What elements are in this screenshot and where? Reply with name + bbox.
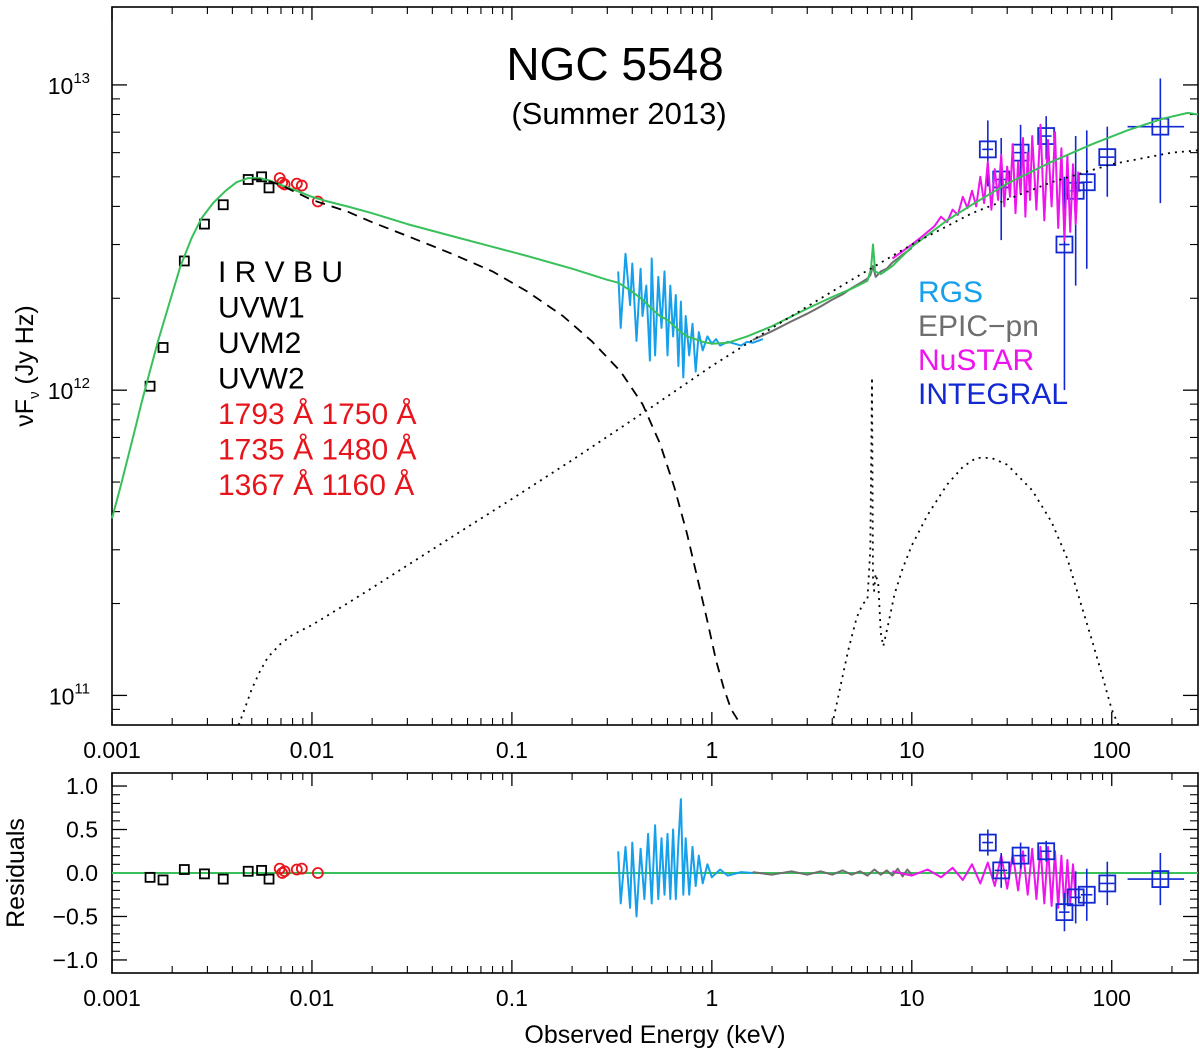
optical-uv-label: UVW1: [218, 292, 305, 325]
hst-cos-uv-point: [295, 862, 308, 875]
x-axis-label: Observed Energy (keV): [524, 1021, 785, 1049]
y-axis-label-bottom: Residuals: [2, 818, 30, 928]
total-model-line: [111, 111, 1199, 519]
soft-excess-disc-component-line: [251, 178, 743, 726]
instrument-legend-entry: RGS: [918, 276, 983, 309]
instrument-legend-entry: EPIC−pn: [918, 310, 1039, 343]
hst-cos-uv-point: [311, 195, 324, 208]
om-and-swift-optical-uv-point: [157, 874, 169, 886]
om-and-swift-optical-uv-point: [256, 864, 268, 876]
x-tick-label: 0.01: [290, 737, 335, 763]
integral-residuals-point: [1077, 885, 1096, 904]
x-tick-label: 10: [899, 985, 925, 1011]
integral-residuals-point: [1151, 870, 1170, 888]
integral-residuals-point: [1011, 846, 1030, 865]
bottom-panel: 0.001 0.01 0.1 1 10 100 1.0 0.5 0.0 −0.5 −1.0 Resi…: [2, 772, 1199, 1049]
y-axis-label-main: νF: [11, 399, 39, 427]
instrument-legend-entry: INTEGRAL: [918, 378, 1068, 411]
y-tick-label: 0.5: [66, 817, 98, 843]
hst-cos-uv-point: [311, 867, 324, 879]
power-law-continuum-line: [237, 149, 1199, 726]
optical-uv-label: 1793 Å 1750 Å: [218, 398, 417, 431]
optical-uv-label: UVW2: [218, 363, 305, 396]
om-and-swift-optical-uv-point: [199, 218, 210, 230]
y-tick-label: 1012: [48, 375, 90, 404]
y-tick-label: −1.0: [53, 947, 98, 973]
om-and-swift-optical-uv-point: [178, 864, 190, 875]
optical-uv-label: 1735 Å 1480 Å: [218, 434, 417, 467]
om-and-swift-optical-uv-point: [144, 871, 156, 883]
integral-point: [978, 140, 997, 159]
om-and-swift-optical-uv-point: [263, 873, 275, 885]
x-tick-label: 0.1: [496, 737, 528, 763]
om-and-swift-optical-uv-point: [242, 865, 254, 877]
instrument-legend-entry: NuSTAR: [918, 344, 1034, 377]
y-tick-label: 1011: [49, 680, 90, 709]
y-axis-label-top: νFν (Jy Hz): [11, 305, 43, 426]
om-and-swift-optical-uv-point: [256, 171, 268, 183]
x-tick-label: 100: [1093, 737, 1131, 763]
y-tick-label: 0.0: [66, 860, 98, 886]
top-series-layer: [111, 78, 1199, 726]
integral-residuals-point: [1037, 842, 1056, 861]
x-tick-label: 10: [899, 737, 925, 763]
x-tick-label: 1: [705, 737, 718, 763]
top-plot-frame: [111, 6, 1199, 726]
y-tick-label: 1013: [48, 70, 90, 99]
integral-residuals-point: [978, 833, 997, 852]
y-tick-label: −0.5: [53, 903, 98, 929]
x-tick-label: 100: [1093, 985, 1131, 1011]
optical-uv-label: UVM2: [218, 327, 301, 360]
x-tick-label: 0.01: [290, 985, 335, 1011]
top-axis-ticks: 0.001 0.01 0.1 1 10 100 1011 1012 1013: [48, 7, 1198, 763]
optical-uv-label: I R V B U: [218, 256, 343, 289]
integral-residuals-point: [1066, 888, 1085, 907]
chart-title: NGC 5548: [506, 38, 723, 90]
om-and-swift-optical-uv-point: [199, 868, 210, 880]
y-axis-label-subscript: ν: [26, 391, 43, 399]
om-and-swift-optical-uv-point: [263, 182, 275, 194]
x-tick-label: 0.001: [83, 985, 141, 1011]
integral-residuals-point: [1098, 874, 1117, 893]
hst-cos-uv-point: [276, 867, 289, 879]
x-tick-label: 1: [705, 985, 718, 1011]
hst-cos-uv-point: [290, 863, 303, 876]
integral-residuals-point: [992, 861, 1011, 880]
hst-cos-uv-point: [295, 179, 308, 192]
y-axis-label-unit: (Jy Hz): [11, 305, 39, 391]
rgs-residuals-line: [617, 798, 753, 918]
epic-pn-residuals-line: [752, 867, 913, 878]
optical-uv-label: 1367 Å 1160 Å: [218, 469, 414, 502]
om-and-swift-optical-uv-point: [157, 342, 169, 353]
hst-cos-uv-point: [278, 865, 291, 878]
om-and-swift-optical-uv-point: [217, 199, 229, 211]
integral-residuals-point: [1055, 903, 1074, 922]
om-and-swift-optical-uv-point: [217, 873, 229, 885]
x-tick-label: 0.001: [83, 737, 141, 763]
y-tick-label: 1.0: [66, 773, 98, 799]
bottom-axis-ticks: 0.001 0.01 0.1 1 10 100 1.0 0.5 0.0 −0.5 −1.0: [53, 773, 1198, 1011]
nustar-residuals-line: [892, 845, 1077, 911]
bottom-series-layer: [112, 798, 1198, 932]
nustar-line: [891, 123, 1080, 260]
x-tick-label: 0.1: [496, 985, 528, 1011]
chart-subtitle: (Summer 2013): [511, 96, 726, 131]
